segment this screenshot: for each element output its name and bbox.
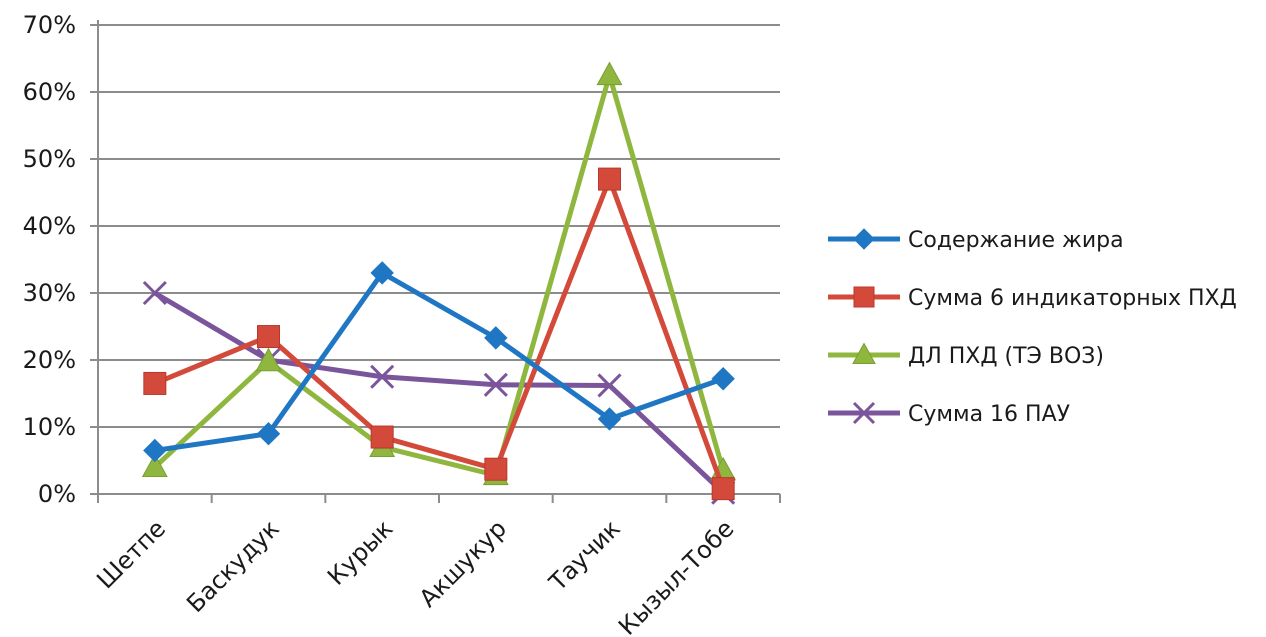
- legend-item: ДЛ ПХД (ТЭ ВОЗ): [828, 342, 1104, 369]
- series-1: [143, 261, 735, 463]
- data-point-square: [711, 477, 735, 501]
- series-line: [153, 72, 726, 478]
- legend-label: Сумма 6 индикаторных ПХД: [908, 286, 1237, 311]
- y-tick-label: 10%: [23, 413, 76, 441]
- x-tick-label: Курык: [322, 514, 398, 590]
- legend-label: Содержание жира: [908, 228, 1124, 253]
- data-point-x: [370, 364, 395, 389]
- x-marker-stroke: [852, 401, 876, 425]
- x-marker-stroke: [597, 373, 622, 398]
- y-tick-labels: 0% 10% 20% 30% 40% 50% 60% 70%: [23, 11, 76, 508]
- x-tick-label: Шетпе: [91, 514, 171, 594]
- data-point-triangle: [852, 342, 876, 364]
- y-tick-label: 70%: [23, 11, 76, 39]
- legend-label: ДЛ ПХД (ТЭ ВОЗ): [908, 344, 1104, 369]
- data-point-square: [143, 371, 167, 395]
- x-marker-stroke: [370, 364, 395, 389]
- series-line: [153, 176, 726, 490]
- legend-item: Содержание жира: [828, 228, 1124, 253]
- data-point-diamond: [597, 407, 622, 431]
- y-tick-label: 30%: [23, 279, 76, 307]
- data-point-square: [853, 286, 875, 308]
- x-tick-label: Акшукур: [414, 514, 512, 612]
- data-point-square: [484, 457, 508, 481]
- legend-item: Сумма 16 ПАУ: [828, 401, 1071, 427]
- data-point-triangle: [141, 453, 168, 478]
- gridlines: [90, 24, 781, 503]
- legend-label: Сумма 16 ПАУ: [908, 402, 1071, 427]
- x-marker-stroke: [483, 372, 508, 397]
- x-marker-stroke: [142, 280, 167, 306]
- axes: [97, 20, 780, 495]
- data-point-square: [257, 325, 280, 349]
- x-tick-labels: Шетпе Баскудук Курык Акшукур ТаучикКызыл-Тоб…: [91, 514, 739, 637]
- y-tick-label: 20%: [23, 346, 76, 374]
- data-point-triangle: [596, 61, 623, 86]
- series-line: [154, 270, 725, 453]
- y-tick-label: 0%: [38, 480, 76, 508]
- data-point-triangle: [255, 347, 282, 372]
- data-point-diamond: [711, 367, 735, 391]
- series-2: [143, 167, 735, 501]
- data-point-diamond: [256, 421, 281, 446]
- data-point-diamond: [853, 228, 875, 250]
- series-lines: [141, 61, 737, 505]
- data-point-x: [597, 373, 622, 398]
- data-point-square: [370, 425, 394, 449]
- data-point-x: [483, 372, 508, 397]
- data-point-x: [142, 280, 167, 306]
- series-4: [142, 280, 736, 505]
- x-tick-label: Баскудук: [181, 514, 284, 617]
- legend-item: Сумма 6 индикаторных ПХД: [828, 286, 1237, 311]
- x-tick-label: Кызыл-Тобе: [613, 514, 739, 637]
- legend: Содержание жира Сумма 6 индикаторных ПХД Д…: [828, 228, 1237, 427]
- data-point-square: [598, 167, 621, 191]
- data-point-diamond: [370, 261, 394, 285]
- data-point-x: [852, 401, 876, 425]
- y-tick-label: 60%: [23, 78, 76, 106]
- y-tick-label: 50%: [23, 145, 76, 173]
- x-tick-label: Таучик: [543, 514, 626, 597]
- data-point-diamond: [484, 326, 508, 350]
- y-tick-label: 40%: [23, 212, 76, 240]
- data-point-diamond: [143, 438, 167, 463]
- series-line: [153, 290, 725, 495]
